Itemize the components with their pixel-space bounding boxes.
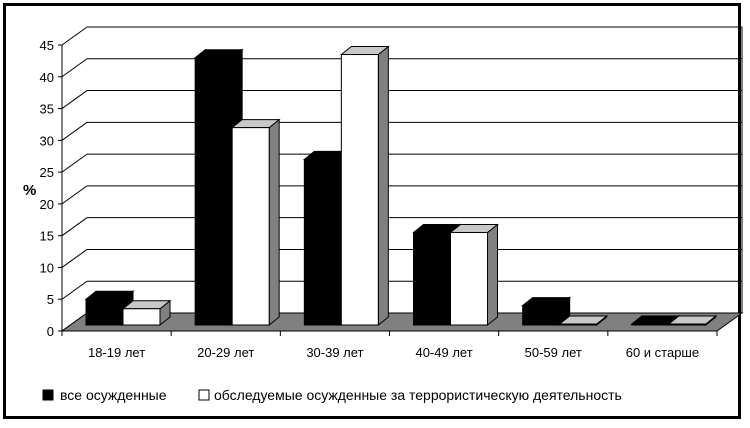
gridline-side — [61, 26, 88, 46]
gridline-side — [61, 217, 88, 237]
bar-side — [268, 118, 280, 327]
bar — [450, 231, 488, 326]
gridline-side — [61, 121, 88, 141]
gridline-side — [61, 153, 88, 173]
gridline-side — [61, 249, 88, 268]
bar — [631, 323, 670, 326]
bar — [85, 298, 124, 326]
x-tick-label: 18-19 лет — [88, 345, 145, 360]
x-tick-label: 50-59 лет — [525, 345, 582, 360]
gridline-side — [61, 185, 88, 205]
y-tick-label: 35 — [40, 102, 54, 117]
bar — [413, 231, 451, 326]
legend-label-terrorist: обследуемые осужденные за террористическ… — [214, 387, 622, 403]
y-tick-label: 15 — [40, 229, 54, 244]
bar — [340, 54, 379, 326]
bar — [303, 158, 342, 326]
y-tick-label: 5 — [47, 292, 54, 307]
y-tick-label: 45 — [40, 38, 54, 53]
bar-side — [377, 45, 389, 327]
x-tick-label: 60 и старше — [626, 345, 699, 360]
x-tick-label: 30-39 лет — [306, 345, 363, 360]
y-tick-label: 40 — [40, 70, 54, 85]
y-tick-label: 30 — [40, 133, 54, 148]
bar — [559, 323, 598, 326]
legend-swatch-all — [42, 389, 54, 401]
y-tick-label: 25 — [40, 165, 54, 180]
y-axis-label: % — [23, 182, 36, 199]
gridline-side — [61, 280, 88, 300]
legend-swatch-terrorist — [198, 389, 210, 401]
y-tick-label: 10 — [40, 260, 54, 275]
x-tick-label: 20-29 лет — [197, 345, 254, 360]
legend: все осужденные обследуемые осужденные за… — [42, 387, 622, 403]
bar — [231, 127, 270, 326]
bar-side — [487, 223, 498, 327]
x-tick-label: 40-49 лет — [415, 345, 472, 360]
bar — [668, 323, 707, 326]
legend-label-all: все осужденные — [60, 387, 167, 403]
bar — [194, 57, 233, 326]
gridline-side — [61, 58, 88, 78]
y-tick-label: 0 — [47, 324, 54, 339]
y-tick-label: 20 — [40, 197, 54, 212]
bar — [522, 305, 561, 326]
gridline-side — [61, 90, 88, 109]
bar — [122, 308, 161, 326]
